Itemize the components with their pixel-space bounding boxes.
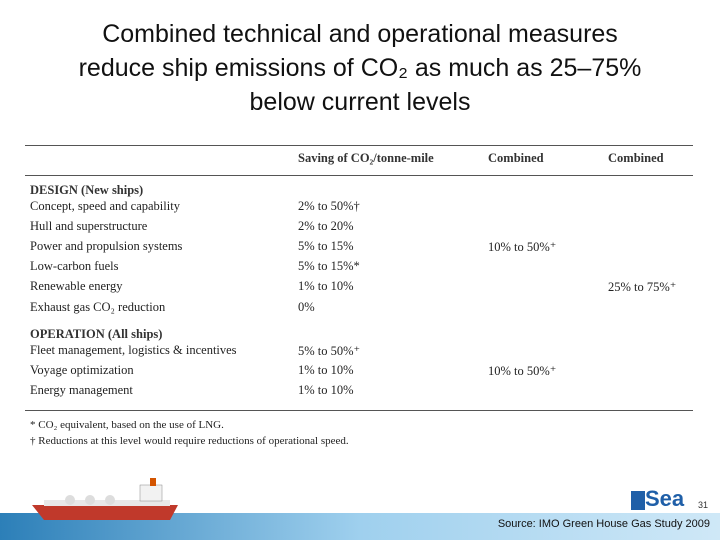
- column-header: Combined: [488, 151, 544, 165]
- row-label: Fleet management, logistics & incentives: [30, 342, 237, 357]
- title-line: Combined technical and operational measu…: [102, 20, 618, 48]
- source: Source: IMO Green House Gas Study 2009: [497, 518, 710, 530]
- cell-value: 0%: [298, 299, 315, 314]
- section-heading: OPERATION (All ships): [30, 327, 163, 341]
- cell-value: 10% to 50%⁺: [488, 363, 557, 378]
- row-label: Renewable energy: [30, 279, 123, 294]
- cell-value: 2% to 50%†: [298, 198, 360, 213]
- cell-value: 10% to 50%⁺: [488, 239, 557, 254]
- row-label: Low-carbon fuels: [30, 259, 119, 274]
- cell-value: 1% to 10%: [298, 279, 354, 294]
- cell-value: 1% to 10%: [298, 382, 354, 397]
- page-number: 31: [697, 500, 708, 510]
- row-label: Exhaust gas CO₂ reduction: [30, 299, 166, 314]
- table-rule: [25, 410, 693, 411]
- footnote: † Reductions at this level would require…: [30, 435, 349, 447]
- column-header: Combined: [608, 151, 664, 165]
- footnote: * CO₂ equivalent, based on the use of LN…: [30, 419, 224, 431]
- title-line: reduce ship emissions of CO₂ as much as …: [78, 54, 642, 82]
- title-line: below current levels: [249, 88, 471, 116]
- cell-value: 5% to 15%*: [298, 259, 360, 274]
- row-label: Hull and superstructure: [30, 218, 148, 233]
- cell-value: 5% to 15%: [298, 238, 354, 253]
- table-rule: [25, 145, 693, 146]
- cell-value: 5% to 50%⁺: [298, 343, 361, 358]
- cell-value: 1% to 10%: [298, 362, 354, 377]
- logo: Sea: [645, 486, 685, 511]
- row-label: Power and propulsion systems: [30, 238, 183, 253]
- column-header: Saving of CO₂/tonne-mile: [298, 151, 434, 165]
- row-label: Voyage optimization: [30, 362, 134, 377]
- section-heading: DESIGN (New ships): [30, 183, 144, 197]
- logo-mark: [631, 491, 645, 510]
- table-rule: [25, 175, 693, 176]
- row-label: Energy management: [30, 382, 133, 397]
- ship-illustration: [32, 478, 178, 520]
- cell-value: 2% to 20%: [298, 218, 354, 233]
- cell-value: 25% to 75%⁺: [608, 280, 677, 295]
- row-label: Concept, speed and capability: [30, 198, 180, 213]
